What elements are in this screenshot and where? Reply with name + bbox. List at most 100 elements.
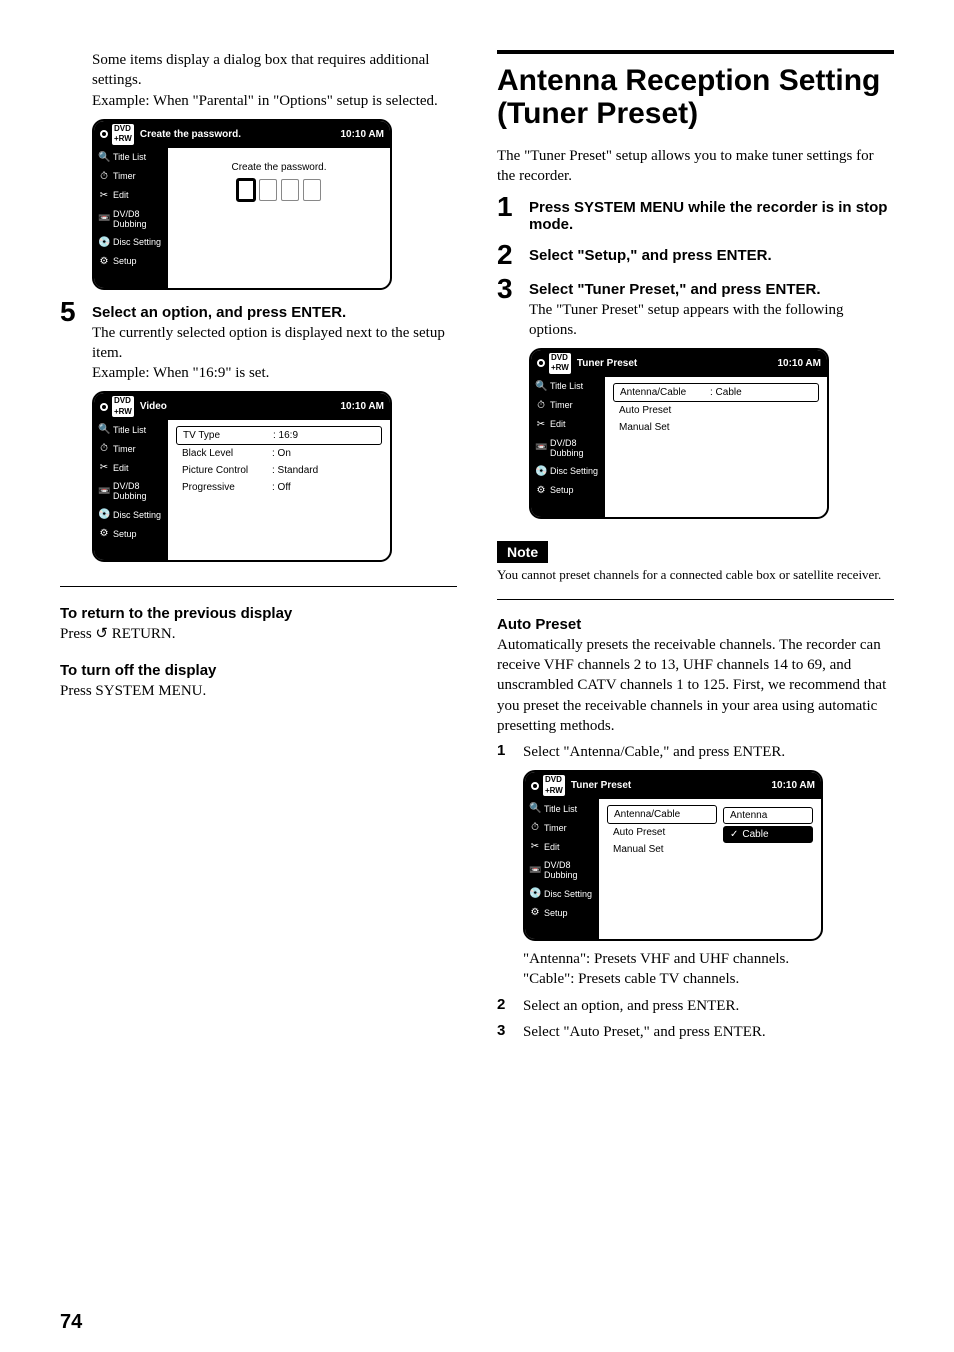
sidebar-item-title-list: 🔍Title List	[94, 420, 168, 439]
sidebar-item-setup: ⚙Setup	[94, 252, 168, 271]
sidebar-item-disc-setting: 💿Disc Setting	[94, 233, 168, 252]
step-line-2: Example: When "16:9" is set.	[92, 363, 457, 383]
turnoff-body: Press SYSTEM MENU.	[60, 681, 457, 701]
osd-row-black-level: Black Level: On	[176, 445, 382, 462]
osd-clock: 10:10 AM	[340, 129, 384, 140]
osd-row-manual-set: Manual Set	[613, 419, 819, 436]
dubbing-icon: 📼	[98, 486, 110, 497]
sidebar-item-disc-setting: 💿Disc Setting	[525, 884, 599, 903]
osd-title: Tuner Preset	[577, 358, 778, 369]
edit-icon: ✂	[529, 841, 541, 852]
title-list-icon: 🔍	[529, 803, 541, 814]
title-list-icon: 🔍	[98, 424, 110, 435]
timer-icon: ⏱	[529, 822, 541, 833]
option-cable: ✓Cable	[723, 826, 813, 843]
title-list-icon: 🔍	[98, 152, 110, 163]
option-desc-antenna: "Antenna": Presets VHF and UHF channels.	[523, 949, 894, 969]
sidebar-item-setup: ⚙Setup	[531, 481, 605, 500]
auto-preset-body: Automatically presets the receivable cha…	[497, 635, 894, 736]
password-box-1	[237, 179, 255, 201]
osd-title: Create the password.	[140, 129, 341, 140]
dubbing-icon: 📼	[535, 442, 547, 453]
step-5: 5 Select an option, and press ENTER. The…	[60, 298, 457, 571]
substep-number: 1	[497, 742, 513, 990]
step-title: Select "Setup," and press ENTER.	[529, 241, 894, 264]
sidebar-item-edit: ✂Edit	[531, 415, 605, 434]
dvd-badge: DVD+RW	[543, 775, 565, 796]
dvd-badge: DVD+RW	[549, 353, 571, 374]
dvd-badge: DVD+RW	[112, 396, 134, 417]
edit-icon: ✂	[535, 419, 547, 430]
sidebar-item-timer: ⏱Timer	[94, 167, 168, 186]
password-prompt: Create the password.	[176, 162, 382, 173]
osd-row-auto-preset: Auto Preset	[607, 824, 717, 841]
substep-1: 1 Select "Antenna/Cable," and press ENTE…	[497, 742, 894, 990]
separator-rule	[60, 586, 457, 587]
substep-2: 2 Select an option, and press ENTER.	[497, 996, 894, 1016]
osd-clock: 10:10 AM	[771, 780, 815, 791]
return-icon: ↺	[95, 625, 108, 642]
setup-icon: ⚙	[535, 485, 547, 496]
osd-row-picture-control: Picture Control: Standard	[176, 462, 382, 479]
sidebar-item-edit: ✂Edit	[525, 837, 599, 856]
osd-sidebar: 🔍Title List ⏱Timer ✂Edit 📼DV/D8 Dubbing …	[94, 420, 168, 560]
osd-video: DVD+RW Video 10:10 AM 🔍Title List ⏱Timer…	[92, 391, 392, 562]
password-box-3	[281, 179, 299, 201]
osd-row-manual-set: Manual Set	[607, 841, 717, 858]
osd-header: DVD+RW Tuner Preset 10:10 AM	[525, 772, 821, 799]
sidebar-item-edit: ✂Edit	[94, 458, 168, 477]
substep-body: Select an option, and press ENTER.	[523, 996, 894, 1016]
disc-icon: 💿	[529, 888, 541, 899]
sidebar-item-setup: ⚙Setup	[94, 524, 168, 543]
heading-rule	[497, 50, 894, 54]
sidebar-item-edit: ✂Edit	[94, 186, 168, 205]
sidebar-item-dubbing: 📼DV/D8 Dubbing	[531, 434, 605, 462]
substep-body: Select "Antenna/Cable," and press ENTER.	[523, 742, 894, 762]
osd-title: Video	[140, 401, 341, 412]
osd-sidebar: 🔍Title List ⏱Timer ✂Edit 📼DV/D8 Dubbing …	[531, 377, 605, 517]
disc-icon: 💿	[98, 237, 110, 248]
step-line-1: The currently selected option is display…	[92, 323, 457, 364]
disc-icon: 💿	[535, 466, 547, 477]
step-number: 1	[497, 193, 519, 221]
sidebar-item-dubbing: 📼DV/D8 Dubbing	[94, 477, 168, 505]
password-boxes	[176, 179, 382, 201]
osd-header: DVD+RW Tuner Preset 10:10 AM	[531, 350, 827, 377]
turnoff-heading: To turn off the display	[60, 662, 457, 679]
step-title: Press SYSTEM MENU while the recorder is …	[529, 193, 894, 233]
return-heading: To return to the previous display	[60, 605, 457, 622]
option-desc-cable: "Cable": Presets cable TV channels.	[523, 969, 894, 989]
step-number: 3	[497, 275, 519, 303]
record-icon	[100, 403, 108, 411]
sidebar-item-timer: ⏱Timer	[525, 818, 599, 837]
osd-title: Tuner Preset	[571, 780, 772, 791]
auto-preset-heading: Auto Preset	[497, 616, 894, 633]
dvd-badge: DVD+RW	[112, 124, 134, 145]
step-number: 2	[497, 241, 519, 269]
return-body: Press ↺ RETURN.	[60, 624, 457, 644]
osd-header: DVD+RW Video 10:10 AM	[94, 393, 390, 420]
edit-icon: ✂	[98, 190, 110, 201]
sidebar-item-disc-setting: 💿Disc Setting	[531, 462, 605, 481]
sidebar-item-title-list: 🔍Title List	[531, 377, 605, 396]
password-box-4	[303, 179, 321, 201]
separator-rule	[497, 599, 894, 600]
dubbing-icon: 📼	[98, 213, 110, 224]
sidebar-item-timer: ⏱Timer	[531, 396, 605, 415]
sidebar-item-title-list: 🔍Title List	[94, 148, 168, 167]
step-line-1: The "Tuner Preset" setup appears with th…	[529, 300, 894, 341]
page-number: 74	[60, 1311, 82, 1334]
step-title: Select "Tuner Preset," and press ENTER.	[529, 275, 894, 298]
osd-header: DVD+RW Create the password. 10:10 AM	[94, 121, 390, 148]
step-title: Select an option, and press ENTER.	[92, 298, 457, 321]
osd-row-auto-preset: Auto Preset	[613, 402, 819, 419]
substep-body: Select "Auto Preset," and press ENTER.	[523, 1022, 894, 1042]
timer-icon: ⏱	[535, 400, 547, 411]
setup-icon: ⚙	[529, 907, 541, 918]
note-text: You cannot preset channels for a connect…	[497, 567, 894, 583]
step-2: 2 Select "Setup," and press ENTER.	[497, 241, 894, 269]
step-number: 5	[60, 298, 82, 326]
record-icon	[100, 130, 108, 138]
timer-icon: ⏱	[98, 171, 110, 182]
timer-icon: ⏱	[98, 443, 110, 454]
